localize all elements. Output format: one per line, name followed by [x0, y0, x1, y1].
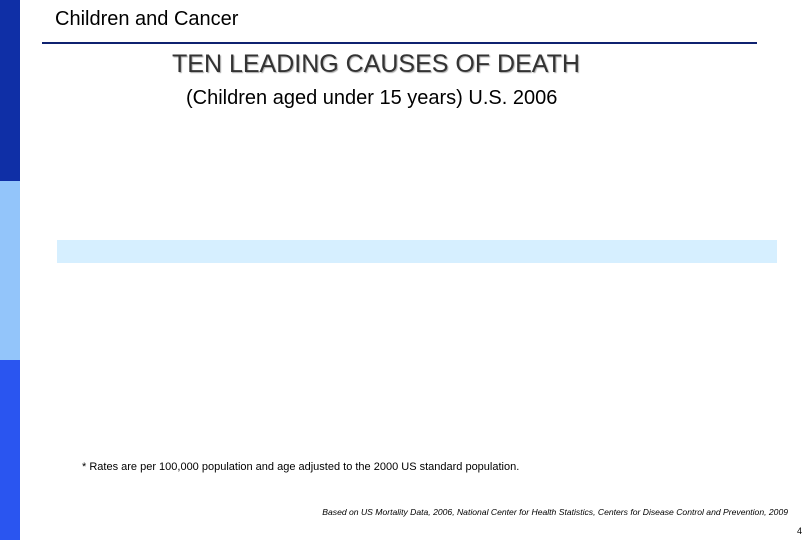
- slide-title: TEN LEADING CAUSES OF DEATH: [172, 50, 580, 78]
- sidebar-block-light: [0, 181, 20, 360]
- page-number: 4: [796, 526, 802, 536]
- slide-subtitle: (Children aged under 15 years) U.S. 2006: [186, 87, 558, 109]
- header-divider: [42, 42, 757, 44]
- sidebar-block-blue: [0, 360, 20, 540]
- sidebar-block-dark: [0, 0, 20, 181]
- slide-header: Children and Cancer: [55, 8, 239, 30]
- rates-footnote: * Rates are per 100,000 population and a…: [82, 461, 520, 473]
- source-citation: Based on US Mortality Data, 2006, Nation…: [322, 507, 788, 517]
- table-highlight-band: [57, 240, 777, 263]
